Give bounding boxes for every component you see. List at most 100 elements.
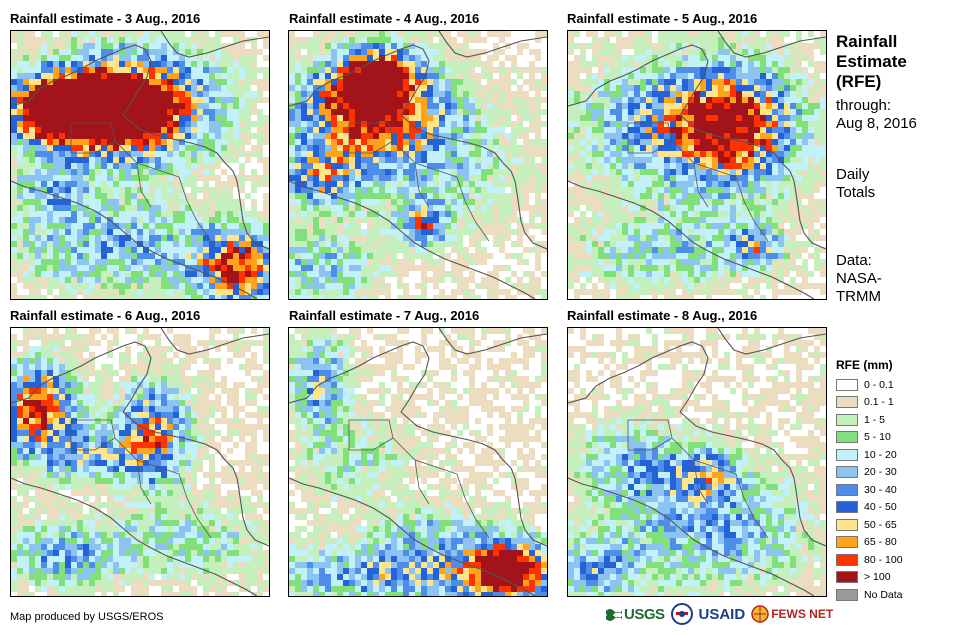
- rainfall-cell: [682, 187, 688, 193]
- rainfall-cell: [47, 91, 53, 97]
- rainfall-cell: [119, 229, 125, 235]
- rainfall-cell: [173, 241, 179, 247]
- rainfall-cell: [83, 283, 89, 289]
- rainfall-cell: [331, 265, 337, 271]
- rainfall-cell: [107, 223, 113, 229]
- rainfall-cell: [529, 223, 535, 229]
- rainfall-cell: [445, 85, 451, 91]
- rainfall-cell: [77, 145, 83, 151]
- rainfall-cell: [149, 145, 155, 151]
- rainfall-cell: [149, 157, 155, 163]
- rainfall-cell: [451, 247, 457, 253]
- rainfall-cell: [439, 67, 445, 73]
- rainfall-cell: [155, 67, 161, 73]
- rainfall-cell: [445, 97, 451, 103]
- rainfall-cell: [439, 163, 445, 169]
- rainfall-cell: [313, 55, 319, 61]
- rainfall-cell: [263, 229, 269, 235]
- rainfall-cell: [47, 211, 53, 217]
- rainfall-cell: [754, 163, 760, 169]
- rainfall-cell: [517, 169, 523, 175]
- rainfall-cell: [802, 211, 808, 217]
- rainfall-cell: [457, 31, 463, 37]
- rainfall-cell: [760, 61, 766, 67]
- rainfall-cell: [295, 145, 301, 151]
- rainfall-cell: [379, 253, 385, 259]
- rainfall-cell: [421, 37, 427, 43]
- rainfall-cell: [373, 31, 379, 37]
- rainfall-cell: [173, 229, 179, 235]
- rainfall-cell: [754, 181, 760, 187]
- rainfall-cell: [445, 55, 451, 61]
- rainfall-cell: [682, 205, 688, 211]
- rainfall-cell: [155, 193, 161, 199]
- rainfall-cell: [221, 247, 227, 253]
- rainfall-cell: [784, 109, 790, 115]
- rainfall-cell: [535, 121, 541, 127]
- rainfall-cell: [197, 109, 203, 115]
- rainfall-cell: [77, 289, 83, 295]
- rainfall-cell: [658, 91, 664, 97]
- rainfall-cell: [421, 115, 427, 121]
- rainfall-cell: [215, 229, 221, 235]
- rainfall-cell: [604, 133, 610, 139]
- rainfall-cell: [670, 85, 676, 91]
- rainfall-cell: [670, 211, 676, 217]
- rainfall-cell: [41, 247, 47, 253]
- rainfall-cell: [239, 295, 245, 299]
- rainfall-cell: [610, 103, 616, 109]
- rainfall-cell: [101, 67, 107, 73]
- rainfall-cell: [511, 55, 517, 61]
- rainfall-cell: [463, 85, 469, 91]
- rainfall-cell: [77, 157, 83, 163]
- rainfall-cell: [487, 127, 493, 133]
- rainfall-cell: [610, 199, 616, 205]
- rainfall-cell: [688, 163, 694, 169]
- rainfall-cell: [760, 181, 766, 187]
- rainfall-cell: [700, 61, 706, 67]
- rainfall-cell: [23, 145, 29, 151]
- rainfall-cell: [379, 103, 385, 109]
- rainfall-cell: [457, 139, 463, 145]
- rainfall-cell: [215, 247, 221, 253]
- rainfall-cell: [598, 55, 604, 61]
- rainfall-cell: [41, 55, 47, 61]
- rainfall-cell: [17, 175, 23, 181]
- rainfall-cell: [385, 133, 391, 139]
- rainfall-cell: [313, 163, 319, 169]
- rainfall-cell: [289, 79, 295, 85]
- rainfall-cell: [712, 49, 718, 55]
- rainfall-cell: [511, 163, 517, 169]
- rainfall-cell: [197, 73, 203, 79]
- rainfall-cell: [257, 289, 263, 295]
- rainfall-cell: [53, 61, 59, 67]
- rainfall-cell: [712, 199, 718, 205]
- rainfall-cell: [469, 127, 475, 133]
- rainfall-cell: [319, 145, 325, 151]
- rainfall-cell: [191, 205, 197, 211]
- rainfall-cell: [65, 223, 71, 229]
- rainfall-cell: [724, 97, 730, 103]
- rainfall-cell: [820, 133, 826, 139]
- rainfall-cell: [766, 103, 772, 109]
- rainfall-cell: [239, 283, 245, 289]
- rainfall-cell: [295, 121, 301, 127]
- rainfall-cell: [568, 163, 574, 169]
- rainfall-cell: [263, 31, 269, 37]
- rainfall-cell: [17, 241, 23, 247]
- rainfall-cell: [574, 205, 580, 211]
- rainfall-cell: [730, 139, 736, 145]
- rainfall-cell: [493, 157, 499, 163]
- rainfall-cell: [574, 151, 580, 157]
- rainfall-cell: [379, 205, 385, 211]
- rainfall-cell: [251, 55, 257, 61]
- rainfall-cell: [598, 181, 604, 187]
- rainfall-cell: [257, 175, 263, 181]
- rainfall-cell: [445, 211, 451, 217]
- rainfall-cell: [337, 67, 343, 73]
- rainfall-cell: [754, 91, 760, 97]
- rainfall-cell: [155, 157, 161, 163]
- rainfall-cell: [469, 193, 475, 199]
- rainfall-cell: [640, 211, 646, 217]
- rainfall-cell: [796, 97, 802, 103]
